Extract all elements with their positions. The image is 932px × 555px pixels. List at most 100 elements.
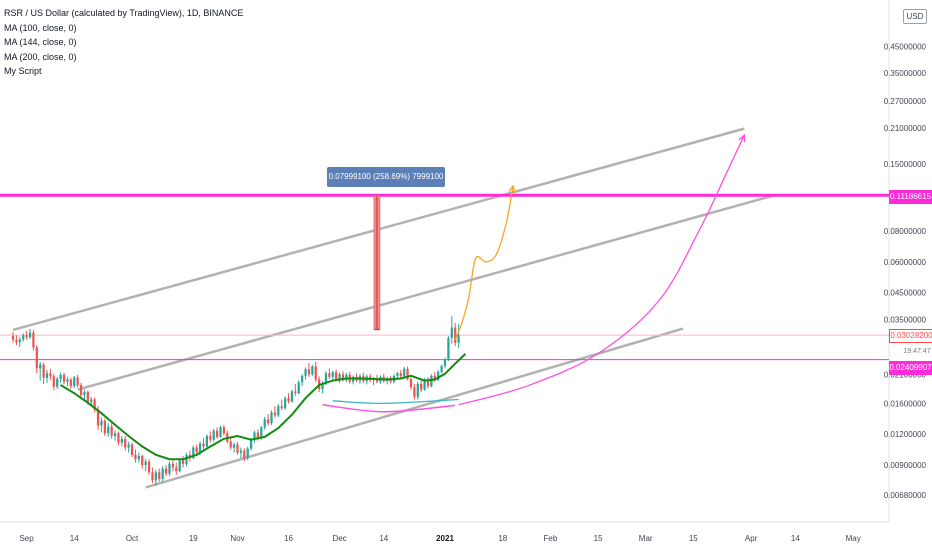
candle-body xyxy=(137,455,140,460)
y-tick-label: 0.03500000 xyxy=(884,316,927,325)
candle-body xyxy=(287,398,290,402)
candle-body xyxy=(130,444,134,455)
candle-body xyxy=(284,398,287,409)
candle-body xyxy=(171,463,174,468)
candle-body xyxy=(256,432,260,438)
candle-body xyxy=(86,392,89,403)
candle-body xyxy=(420,383,423,390)
legend-ma144[interactable]: MA (144, close, 0) xyxy=(4,37,77,47)
y-tick-label: 0.15000000 xyxy=(884,160,927,169)
candle-body xyxy=(76,377,79,386)
measurement-label: 0.07999100 (258.69%) 7999100 xyxy=(327,167,445,187)
legend-title: RSR / US Dollar (calculated by TradingVi… xyxy=(4,8,244,18)
candle-body xyxy=(141,455,144,465)
candle-body xyxy=(175,467,178,472)
candle-body xyxy=(416,383,419,397)
candle-body xyxy=(324,373,328,384)
candle-body xyxy=(28,332,32,338)
x-tick-label: 14 xyxy=(791,534,800,543)
candle-body xyxy=(15,339,18,342)
y-tick-label: 0.04500000 xyxy=(884,289,927,298)
candle-body xyxy=(120,438,123,443)
candle-body xyxy=(198,443,202,453)
candle-body xyxy=(335,372,338,379)
candle-body xyxy=(56,378,59,387)
legend-ma200[interactable]: MA (200, close, 0) xyxy=(4,51,77,62)
candle-body xyxy=(107,426,110,434)
candle-body xyxy=(406,368,409,379)
candle-body xyxy=(253,432,256,440)
candle-body xyxy=(134,454,137,460)
x-tick-label: Mar xyxy=(639,534,653,543)
candle-body xyxy=(212,430,215,440)
x-tick-label: 15 xyxy=(689,534,698,543)
candle-body xyxy=(45,373,49,378)
candle-body xyxy=(338,374,341,379)
pink-projection-arrowhead xyxy=(738,133,746,143)
channel-line xyxy=(77,193,776,391)
x-tick-label: Sep xyxy=(19,534,34,543)
candle-body xyxy=(239,450,243,453)
x-tick-label: 2021 xyxy=(436,534,454,543)
candle-body xyxy=(273,412,277,416)
candle-body xyxy=(219,427,222,437)
candle-body xyxy=(181,460,185,464)
orange-projection-arrowhead xyxy=(508,184,516,193)
candle-body xyxy=(215,430,219,437)
orange-projection xyxy=(454,185,514,341)
candle-body xyxy=(249,439,253,449)
candle-body xyxy=(73,377,76,387)
candle-body xyxy=(144,461,147,465)
legend-ma100[interactable]: MA (100, close, 0) xyxy=(4,22,77,33)
x-tick-label: Dec xyxy=(332,534,346,543)
candle-body xyxy=(113,433,117,437)
legend-script[interactable]: My Script xyxy=(4,66,42,76)
y-tick-label: 0.27000000 xyxy=(884,97,927,106)
candle-body xyxy=(178,460,181,472)
candle-body xyxy=(22,335,25,340)
candle-body xyxy=(246,448,249,459)
candle-body xyxy=(79,385,83,396)
candle-body xyxy=(399,373,402,377)
candle-body xyxy=(100,420,103,426)
candle-body xyxy=(222,427,226,434)
candle-body xyxy=(277,406,280,416)
candle-body xyxy=(430,375,433,387)
candle-body xyxy=(59,374,62,379)
candle-body xyxy=(168,463,171,474)
candle-body xyxy=(11,336,15,340)
candle-body xyxy=(124,438,127,448)
countdown-tag: 19:47:47 xyxy=(902,345,932,359)
candle-body xyxy=(263,419,266,428)
candle-body xyxy=(413,387,416,397)
price-axis xyxy=(890,0,932,550)
candle-body xyxy=(270,412,273,424)
candle-body xyxy=(437,371,440,381)
y-tick-label: 0.00900000 xyxy=(884,461,927,470)
candle-body xyxy=(42,364,45,378)
candle-body xyxy=(304,369,307,376)
candle-body xyxy=(301,375,304,383)
teal-arc xyxy=(332,398,459,405)
x-tick-label: 14 xyxy=(70,534,79,543)
candle-body xyxy=(331,372,334,377)
x-tick-label: 14 xyxy=(379,534,388,543)
candle-body xyxy=(192,447,195,459)
candle-body xyxy=(52,376,55,387)
y-tick-label: 0.06000000 xyxy=(884,258,927,267)
y-tick-label: 0.45000000 xyxy=(884,42,927,51)
x-tick-label: Apr xyxy=(745,534,758,543)
candle-body xyxy=(69,379,72,387)
candle-body xyxy=(147,461,151,473)
candle-body xyxy=(39,364,42,369)
y-tick-label: 0.08000000 xyxy=(884,227,927,236)
x-tick-label: Oct xyxy=(126,534,139,543)
candle-body xyxy=(433,375,436,381)
channel-line xyxy=(145,327,684,489)
y-tick-label: 0.00680000 xyxy=(884,491,927,500)
currency-button[interactable]: USD xyxy=(903,9,927,24)
candle-body xyxy=(32,332,35,348)
candle-body xyxy=(440,365,443,372)
